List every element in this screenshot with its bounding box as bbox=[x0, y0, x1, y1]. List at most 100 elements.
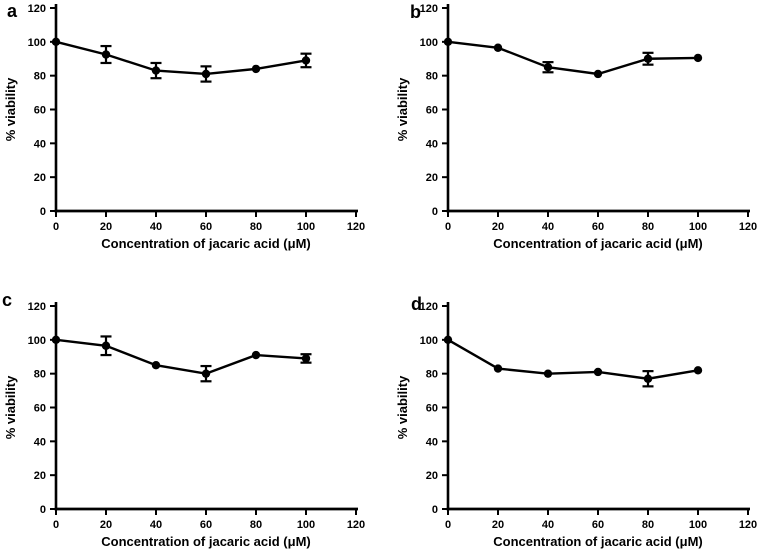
panel-c: c 0 20 40 60 80 100 120 0 20 40 60 80 100 120 Concentr… bbox=[0, 278, 392, 556]
data-point bbox=[201, 369, 211, 378]
viability-chart-c: 0 20 40 60 80 100 120 0 20 40 60 80 100 120 Concentrat… bbox=[3, 301, 365, 549]
data-point bbox=[693, 53, 703, 63]
y-tick-label: 80 bbox=[34, 71, 46, 83]
y-axis-label: % viability bbox=[395, 77, 410, 141]
y-tick-label: 40 bbox=[426, 138, 438, 150]
x-tick-label: 60 bbox=[200, 221, 212, 233]
x-tick-label: 0 bbox=[445, 519, 451, 531]
data-point bbox=[493, 43, 503, 52]
x-tick-label: 80 bbox=[250, 221, 262, 233]
y-tick-label: 40 bbox=[34, 138, 46, 150]
panel-b: b 0 20 40 60 80 100 120 0 20 40 60 80 100 120 Concentr… bbox=[392, 0, 784, 278]
plot-area-c: 0 20 40 60 80 100 120 0 20 40 60 80 100 120 Concentrat… bbox=[3, 301, 365, 549]
y-tick-label: 20 bbox=[426, 470, 438, 482]
y-tick-label: 80 bbox=[426, 369, 438, 381]
x-axis-label: Concentration of jacaric acid (μM) bbox=[493, 534, 703, 549]
y-tick-label: 0 bbox=[432, 206, 438, 218]
viability-chart-b: 0 20 40 60 80 100 120 0 20 40 60 80 100 120 Concentrat… bbox=[395, 3, 757, 251]
plot-area-b: 0 20 40 60 80 100 120 0 20 40 60 80 100 120 Concentrat… bbox=[395, 3, 757, 251]
y-tick-label: 20 bbox=[426, 172, 438, 184]
panel-a: a 0 20 40 60 80 100 120 0 20 40 60 80 100 120 Concentr… bbox=[0, 0, 392, 278]
y-tick-label: 120 bbox=[28, 3, 46, 15]
data-point bbox=[51, 335, 61, 345]
y-tick-label: 60 bbox=[426, 403, 438, 415]
data-point bbox=[151, 361, 161, 370]
data-line bbox=[447, 338, 699, 380]
x-tick-label: 20 bbox=[492, 519, 504, 531]
x-tick-label: 20 bbox=[100, 221, 112, 233]
x-tick-label: 0 bbox=[53, 519, 59, 531]
data-point bbox=[493, 364, 503, 373]
data-point bbox=[693, 366, 703, 375]
x-axis-label: Concentration of jacaric acid (μM) bbox=[101, 534, 311, 549]
x-tick-label: 120 bbox=[739, 519, 757, 531]
y-axis-label: % viability bbox=[3, 375, 18, 439]
y-tick-label: 80 bbox=[426, 71, 438, 83]
y-tick-label: 60 bbox=[34, 403, 46, 415]
x-tick-label: 20 bbox=[100, 519, 112, 531]
data-line bbox=[55, 338, 307, 375]
data-point bbox=[543, 63, 553, 72]
x-tick-label: 40 bbox=[150, 221, 162, 233]
y-tick-label: 20 bbox=[34, 470, 46, 482]
y-tick-label: 60 bbox=[426, 105, 438, 117]
x-tick-label: 80 bbox=[642, 221, 654, 233]
x-tick-label: 100 bbox=[689, 519, 707, 531]
data-point bbox=[101, 341, 111, 350]
panel-letter-b: b bbox=[410, 2, 421, 22]
x-tick-label: 80 bbox=[642, 519, 654, 531]
x-tick-label: 60 bbox=[200, 519, 212, 531]
y-tick-label: 120 bbox=[28, 301, 46, 313]
x-tick-label: 100 bbox=[297, 519, 315, 531]
data-point bbox=[301, 56, 311, 65]
data-point bbox=[443, 37, 453, 47]
y-tick-label: 0 bbox=[40, 504, 46, 516]
data-point bbox=[251, 64, 261, 74]
x-axis-label: Concentration of jacaric acid (μM) bbox=[101, 236, 311, 251]
x-tick-label: 80 bbox=[250, 519, 262, 531]
data-point bbox=[51, 37, 61, 47]
y-tick-label: 120 bbox=[420, 301, 438, 313]
x-axis-label: Concentration of jacaric acid (μM) bbox=[493, 236, 703, 251]
y-tick-label: 80 bbox=[34, 369, 46, 381]
y-tick-label: 100 bbox=[28, 335, 46, 347]
x-tick-label: 0 bbox=[445, 221, 451, 233]
x-tick-label: 60 bbox=[592, 221, 604, 233]
data-point bbox=[201, 69, 211, 79]
x-tick-label: 0 bbox=[53, 221, 59, 233]
data-point bbox=[251, 350, 261, 360]
x-tick-label: 120 bbox=[347, 221, 365, 233]
data-line bbox=[447, 40, 699, 76]
y-tick-label: 100 bbox=[420, 335, 438, 347]
x-tick-label: 60 bbox=[592, 519, 604, 531]
data-line bbox=[55, 40, 307, 76]
panel-letter-c: c bbox=[2, 290, 13, 310]
data-point bbox=[643, 374, 653, 383]
data-point bbox=[101, 50, 111, 59]
y-axis-label: % viability bbox=[395, 375, 410, 439]
y-tick-label: 120 bbox=[420, 3, 438, 15]
plot-area-a: 0 20 40 60 80 100 120 0 20 40 60 80 100 120 Concentrat… bbox=[3, 3, 365, 251]
y-tick-label: 0 bbox=[432, 504, 438, 516]
data-point bbox=[543, 369, 553, 378]
viability-chart-a: 0 20 40 60 80 100 120 0 20 40 60 80 100 120 Concentrat… bbox=[3, 3, 365, 251]
x-tick-label: 100 bbox=[689, 221, 707, 233]
y-tick-label: 100 bbox=[28, 37, 46, 49]
x-tick-label: 100 bbox=[297, 221, 315, 233]
panel-letter-a: a bbox=[7, 1, 18, 21]
plot-area-d: 0 20 40 60 80 100 120 0 20 40 60 80 100 120 Concentrat… bbox=[395, 301, 757, 549]
y-tick-label: 40 bbox=[426, 436, 438, 448]
x-tick-label: 120 bbox=[739, 221, 757, 233]
x-tick-label: 40 bbox=[542, 221, 554, 233]
data-point bbox=[301, 354, 311, 363]
x-tick-label: 40 bbox=[150, 519, 162, 531]
y-tick-label: 60 bbox=[34, 105, 46, 117]
data-point bbox=[593, 69, 603, 79]
panel-d: d 0 20 40 60 80 100 120 0 20 40 60 80 100 120 Concentr… bbox=[392, 278, 784, 556]
data-point bbox=[443, 335, 453, 345]
x-tick-label: 40 bbox=[542, 519, 554, 531]
panel-letter-d: d bbox=[411, 294, 422, 314]
data-point bbox=[643, 54, 653, 63]
y-axis-label: % viability bbox=[3, 77, 18, 141]
